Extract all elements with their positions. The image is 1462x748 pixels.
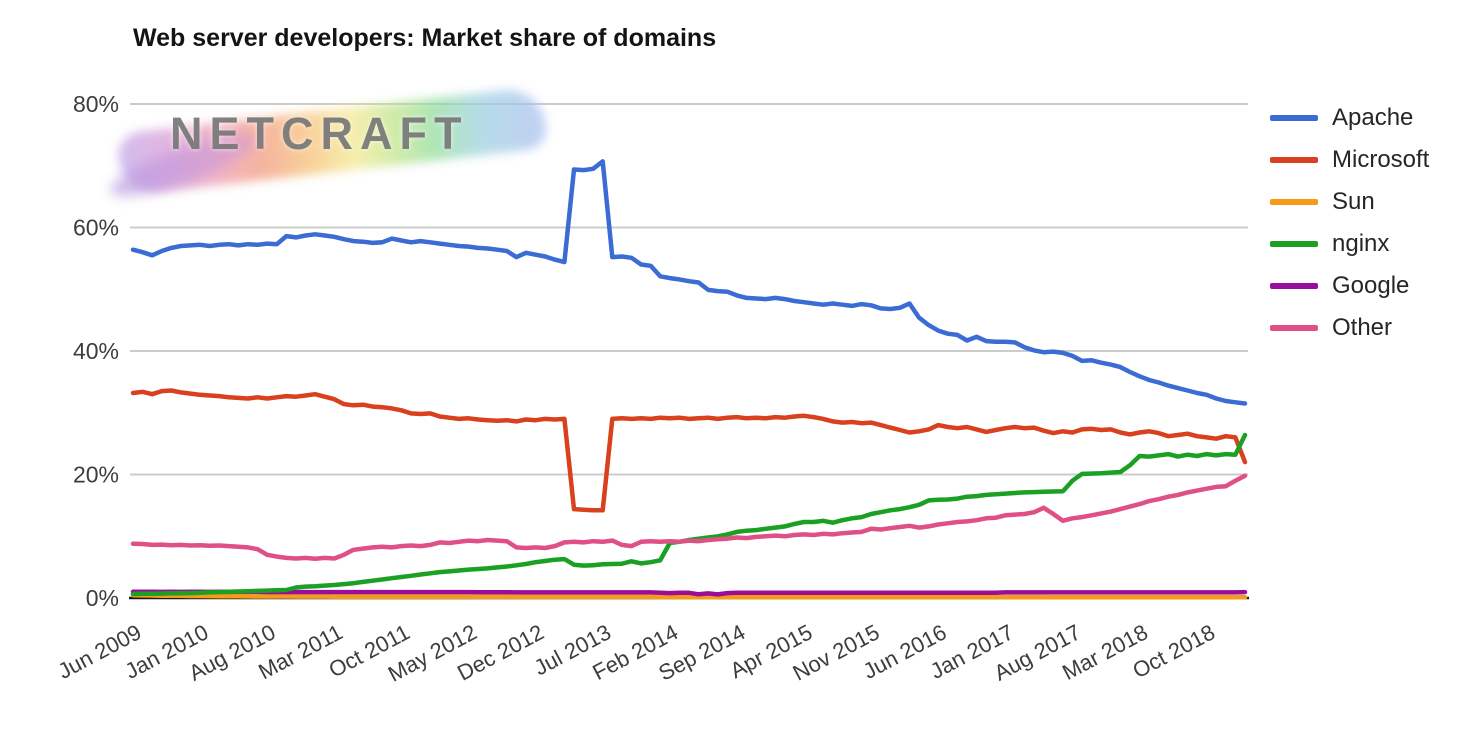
y-axis-label-20: 20% (73, 462, 119, 488)
legend-label-nginx: nginx (1332, 230, 1390, 257)
legend-swatch-sun (1270, 199, 1318, 205)
legend-swatch-nginx (1270, 241, 1318, 247)
legend-label-google: Google (1332, 272, 1410, 299)
series-line-sun (130, 592, 1248, 600)
legend-item-apache: Apache (1270, 104, 1429, 131)
legend-item-microsoft: Microsoft (1270, 146, 1430, 173)
series-line-apache (130, 159, 1248, 406)
series-line-microsoft (130, 388, 1248, 513)
legend-swatch-google (1270, 283, 1318, 289)
legend-label-apache: Apache (1332, 104, 1414, 131)
legend-item-sun: Sun (1270, 188, 1429, 215)
legend-label-sun: Sun (1332, 188, 1375, 215)
legend-item-google: Google (1270, 272, 1429, 299)
y-axis-label-0: 0% (86, 585, 119, 611)
series-line-other (130, 473, 1248, 562)
legend-item-nginx: nginx (1270, 230, 1429, 257)
y-axis-label-40: 40% (73, 338, 119, 364)
legend-label-microsoft: Microsoft (1332, 146, 1430, 173)
legend-swatch-microsoft (1270, 157, 1318, 163)
series-line-google (130, 589, 1248, 597)
legend-label-other: Other (1332, 314, 1393, 341)
y-axis-label-80: 80% (73, 91, 119, 117)
series-line-nginx (130, 432, 1248, 597)
legend-swatch-apache (1270, 115, 1318, 121)
legend-swatch-other (1270, 325, 1318, 331)
y-axis-label-60: 60% (73, 215, 119, 241)
chart-title: Web server developers: Market share of d… (133, 24, 717, 52)
legend: Apache Microsoft Sun nginx Google Other (1270, 104, 1430, 341)
legend-item-other: Other (1270, 314, 1429, 341)
